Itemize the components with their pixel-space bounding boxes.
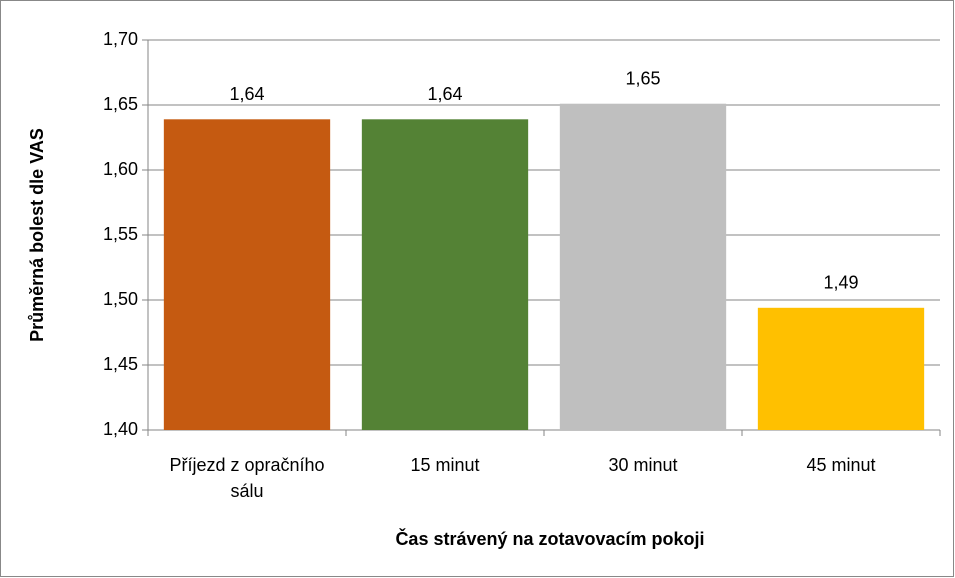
y-tick-label: 1,65: [103, 94, 138, 114]
data-label: 1,49: [823, 273, 858, 293]
y-tick-label: 1,50: [103, 289, 138, 309]
data-label: 1,64: [229, 84, 264, 104]
data-label: 1,64: [427, 84, 462, 104]
x-axis-title: Čas strávený na zotavovacím pokoji: [395, 528, 704, 549]
bar: [559, 103, 727, 430]
x-tick-label: 15 minut: [410, 455, 480, 475]
x-tick-label: 45 minut: [806, 455, 876, 475]
y-tick-label: 1,60: [103, 159, 138, 179]
y-tick-label: 1,45: [103, 354, 138, 374]
y-tick-label: 1,40: [103, 419, 138, 439]
bar: [163, 119, 331, 431]
y-axis-title: Průměrná bolest dle VAS: [27, 128, 47, 342]
data-label: 1,65: [625, 68, 660, 88]
x-tick-label: 30 minut: [608, 455, 678, 475]
y-tick-label: 1,55: [103, 224, 138, 244]
bar: [757, 307, 925, 430]
y-tick-label: 1,70: [103, 29, 138, 49]
bar: [361, 119, 529, 431]
x-tick-label: Příjezd z opračního sálu: [169, 455, 325, 501]
